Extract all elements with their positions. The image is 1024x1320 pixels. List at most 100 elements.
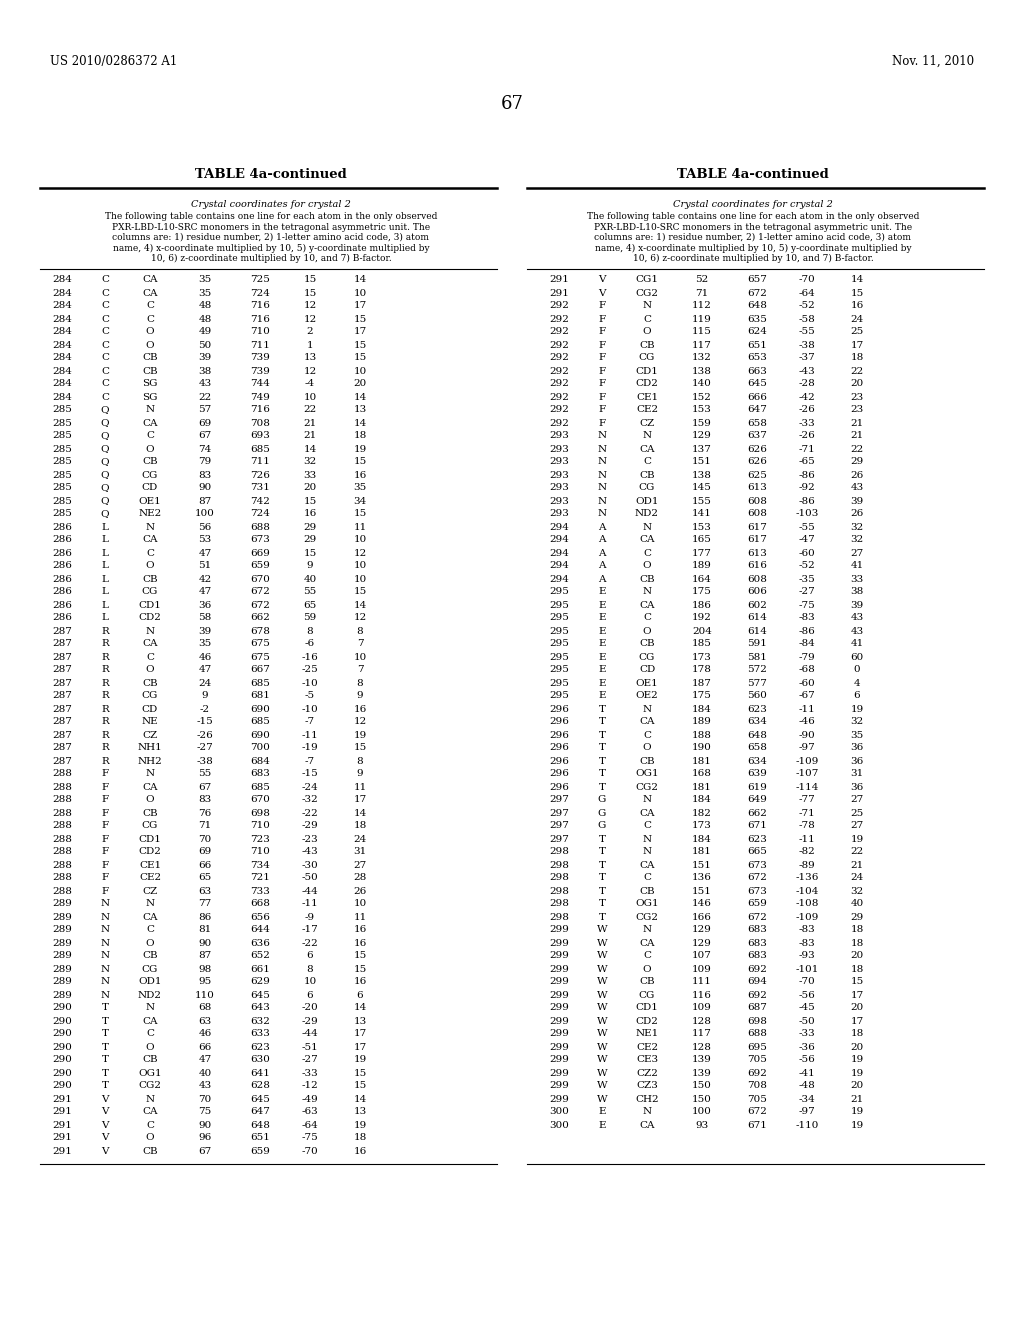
Text: 90: 90: [199, 939, 212, 948]
Text: 8: 8: [356, 678, 364, 688]
Text: 19: 19: [353, 1056, 367, 1064]
Text: 287: 287: [52, 652, 72, 661]
Text: 685: 685: [250, 445, 270, 454]
Text: 16: 16: [353, 1147, 367, 1155]
Text: 286: 286: [52, 561, 72, 570]
Text: CG: CG: [639, 990, 655, 999]
Text: 678: 678: [250, 627, 270, 635]
Text: 15: 15: [353, 952, 367, 961]
Text: C: C: [101, 341, 109, 350]
Text: W: W: [597, 1030, 607, 1039]
Text: 287: 287: [52, 639, 72, 648]
Text: 31: 31: [850, 770, 863, 779]
Text: 641: 641: [250, 1068, 270, 1077]
Text: 298: 298: [549, 861, 569, 870]
Text: CA: CA: [639, 536, 654, 544]
Text: 151: 151: [692, 458, 712, 466]
Text: A: A: [598, 549, 606, 557]
Text: 168: 168: [692, 770, 712, 779]
Text: T: T: [598, 834, 605, 843]
Text: 173: 173: [692, 652, 712, 661]
Text: 57: 57: [199, 405, 212, 414]
Text: 98: 98: [199, 965, 212, 974]
Text: NE1: NE1: [635, 1030, 658, 1039]
Text: W: W: [597, 1081, 607, 1090]
Text: 652: 652: [250, 952, 270, 961]
Text: CG: CG: [141, 587, 158, 597]
Text: 70: 70: [199, 1094, 212, 1104]
Text: 175: 175: [692, 587, 712, 597]
Text: 36: 36: [199, 601, 212, 610]
Text: N: N: [145, 899, 155, 908]
Text: O: O: [145, 445, 155, 454]
Text: -23: -23: [302, 834, 318, 843]
Text: C: C: [101, 314, 109, 323]
Text: C: C: [146, 1121, 154, 1130]
Text: CD1: CD1: [636, 367, 658, 375]
Text: 151: 151: [692, 887, 712, 895]
Text: T: T: [598, 861, 605, 870]
Text: -15: -15: [197, 718, 213, 726]
Text: 38: 38: [850, 587, 863, 597]
Text: -109: -109: [796, 912, 818, 921]
Text: CB: CB: [142, 808, 158, 817]
Text: 67: 67: [199, 1147, 212, 1155]
Text: F: F: [598, 354, 605, 363]
Text: 10: 10: [353, 536, 367, 544]
Text: T: T: [101, 1016, 109, 1026]
Text: 634: 634: [748, 756, 767, 766]
Text: 291: 291: [52, 1094, 72, 1104]
Text: 27: 27: [850, 796, 863, 804]
Text: L: L: [101, 523, 109, 532]
Text: N: N: [642, 847, 651, 857]
Text: 26: 26: [850, 510, 863, 519]
Text: 296: 296: [549, 718, 569, 726]
Text: CD2: CD2: [138, 614, 162, 623]
Text: 43: 43: [850, 483, 863, 492]
Text: 289: 289: [52, 978, 72, 986]
Text: 17: 17: [353, 327, 367, 337]
Text: 288: 288: [52, 770, 72, 779]
Text: 38: 38: [199, 367, 212, 375]
Text: -93: -93: [799, 952, 815, 961]
Text: 293: 293: [549, 458, 569, 466]
Text: 56: 56: [199, 523, 212, 532]
Text: 711: 711: [250, 458, 270, 466]
Text: 12: 12: [303, 301, 316, 310]
Text: 299: 299: [549, 925, 569, 935]
Text: 10: 10: [353, 574, 367, 583]
Text: 292: 292: [549, 405, 569, 414]
Text: 185: 185: [692, 639, 712, 648]
Text: name, 4) x-coordinate multiplied by 10, 5) y-coordinate multiplied by: name, 4) x-coordinate multiplied by 10, …: [113, 243, 429, 252]
Text: 294: 294: [549, 549, 569, 557]
Text: CB: CB: [142, 1147, 158, 1155]
Text: L: L: [101, 549, 109, 557]
Text: 10: 10: [353, 561, 367, 570]
Text: 139: 139: [692, 1068, 712, 1077]
Text: -43: -43: [799, 367, 815, 375]
Text: 658: 658: [748, 743, 767, 752]
Text: 294: 294: [549, 574, 569, 583]
Text: 40: 40: [199, 1068, 212, 1077]
Text: F: F: [101, 770, 109, 779]
Text: -56: -56: [799, 990, 815, 999]
Text: 68: 68: [199, 1003, 212, 1012]
Text: 153: 153: [692, 405, 712, 414]
Text: -83: -83: [799, 939, 815, 948]
Text: -51: -51: [302, 1043, 318, 1052]
Text: 16: 16: [353, 978, 367, 986]
Text: 67: 67: [199, 432, 212, 441]
Text: 138: 138: [692, 470, 712, 479]
Text: 59: 59: [303, 614, 316, 623]
Text: 177: 177: [692, 549, 712, 557]
Text: 41: 41: [850, 639, 863, 648]
Text: 14: 14: [353, 601, 367, 610]
Text: CE2: CE2: [636, 1043, 658, 1052]
Text: -83: -83: [799, 614, 815, 623]
Text: R: R: [101, 692, 109, 701]
Text: 284: 284: [52, 367, 72, 375]
Text: 739: 739: [250, 354, 270, 363]
Text: CZ3: CZ3: [636, 1081, 658, 1090]
Text: T: T: [598, 756, 605, 766]
Text: 299: 299: [549, 1094, 569, 1104]
